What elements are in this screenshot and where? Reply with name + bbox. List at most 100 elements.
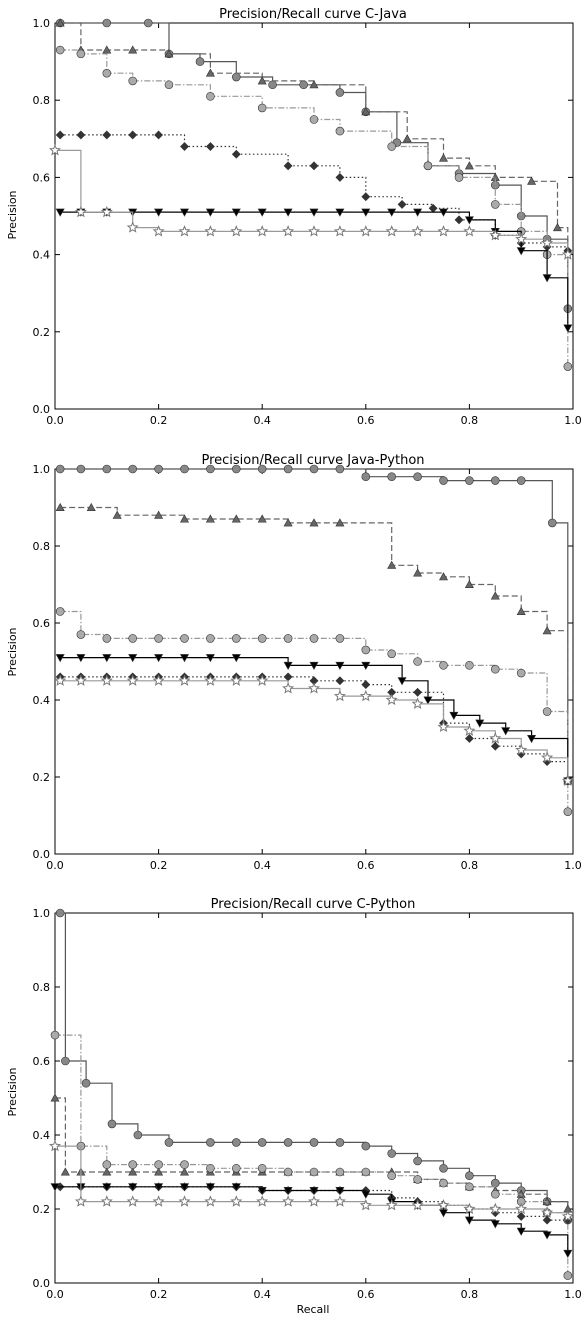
data-point-s4-p12 <box>361 1190 371 1199</box>
data-point-s4-p4 <box>154 654 164 663</box>
data-point-s4-p7 <box>231 1183 241 1192</box>
data-point-s4-p16 <box>464 216 474 225</box>
data-point-s2-p8 <box>257 1164 267 1173</box>
data-point-s0-p3 <box>128 464 137 474</box>
data-point-s5-p10 <box>308 1195 320 1207</box>
y-tick-label: 0.0 <box>33 1277 51 1290</box>
data-point-s3-p18 <box>516 1211 526 1221</box>
data-point-s4-p20 <box>563 324 573 333</box>
y-tick-label: 0.6 <box>33 617 51 630</box>
data-point-s2-p20 <box>563 1271 573 1280</box>
y-axis-label: Precision <box>6 627 19 676</box>
data-point-s0-p4 <box>195 57 205 66</box>
data-point-s2-p2 <box>102 634 112 643</box>
x-tick-label: 0.2 <box>150 1288 168 1301</box>
data-point-s2-p18 <box>516 668 526 678</box>
data-point-s5-p13 <box>385 1198 398 1211</box>
data-point-s5-p7 <box>230 225 243 237</box>
data-point-s3-p14 <box>413 687 423 697</box>
data-point-s3-p0 <box>55 130 65 140</box>
data-point-s0-p12 <box>361 1141 371 1151</box>
data-point-s5-p17 <box>489 1202 502 1215</box>
data-point-s5-p13 <box>385 693 398 706</box>
data-point-s2-p15 <box>563 362 573 371</box>
data-point-s1-p14 <box>464 579 474 589</box>
data-point-s2-p7 <box>309 115 319 124</box>
data-point-s2-p5 <box>206 92 215 101</box>
data-point-s4-p0 <box>55 654 65 663</box>
data-point-s3-p10 <box>335 172 345 182</box>
y-tick-label: 0.4 <box>33 249 51 262</box>
series-line-5 <box>55 1145 569 1217</box>
data-point-s5-p11 <box>333 689 346 702</box>
data-point-s1-p4 <box>164 49 174 58</box>
data-point-s2-p5 <box>180 1160 189 1169</box>
x-tick-label: 1.0 <box>564 859 582 872</box>
data-point-s5-p18 <box>515 1202 528 1215</box>
data-point-s5-p19 <box>541 751 554 763</box>
data-point-s2-p6 <box>206 634 215 643</box>
data-point-s4-p5 <box>179 1183 190 1192</box>
data-point-s5-p9 <box>282 225 295 237</box>
data-point-s2-p12 <box>361 645 371 655</box>
y-axis-label: Precision <box>6 1067 19 1116</box>
data-point-s4-p13 <box>387 208 397 217</box>
data-point-s1-p8 <box>361 107 371 116</box>
data-point-s0-p5 <box>232 72 241 82</box>
y-tick-label: 0.8 <box>33 540 51 553</box>
data-point-s0-p9 <box>283 464 293 474</box>
data-point-s0-p6 <box>206 464 215 474</box>
data-point-s5-p12 <box>359 225 372 237</box>
y-tick-label: 0.2 <box>33 1203 51 1216</box>
data-point-s2-p4 <box>164 80 174 90</box>
chart-title: Precision/Recall curve C-Python <box>211 897 416 912</box>
data-point-s0-p2 <box>143 18 153 28</box>
data-point-s5-p2 <box>100 1195 113 1207</box>
data-point-s0-p18 <box>516 476 526 485</box>
data-point-s4-p6 <box>205 654 215 663</box>
data-point-s2-p15 <box>439 1178 448 1188</box>
data-point-s4-p15 <box>475 719 485 728</box>
data-point-s5-p15 <box>437 720 450 733</box>
data-point-s3-p19 <box>542 1215 552 1225</box>
data-point-s4-p4 <box>154 208 164 217</box>
data-point-s5-p3 <box>126 221 139 233</box>
data-point-s2-p5 <box>180 634 189 643</box>
data-point-s2-p1 <box>76 49 86 59</box>
data-point-s2-p2 <box>102 68 112 78</box>
data-point-s4-p5 <box>179 654 190 663</box>
y-tick-label: 0.8 <box>33 94 51 107</box>
data-point-s5-p8 <box>256 674 269 686</box>
data-point-s5-p4 <box>152 674 165 686</box>
data-point-s1-p11 <box>387 560 397 569</box>
x-axis-label: Recall <box>297 1303 330 1316</box>
data-point-s5-p13 <box>385 225 398 237</box>
data-point-s0-p13 <box>387 472 397 482</box>
data-point-s5-p16 <box>463 1202 476 1215</box>
data-point-s5-p4 <box>152 1195 165 1207</box>
data-point-s1-p6 <box>257 76 267 85</box>
data-point-s3-p6 <box>205 142 215 151</box>
data-point-s2-p3 <box>128 1160 137 1169</box>
y-tick-label: 0.0 <box>33 848 51 861</box>
data-point-s0-p0 <box>55 908 65 918</box>
data-point-s1-p2 <box>112 510 122 519</box>
data-point-s1-p8 <box>283 518 293 527</box>
data-point-s0-p12 <box>361 472 371 482</box>
data-point-s1-p3 <box>128 45 138 54</box>
data-point-s4-p11 <box>335 208 345 217</box>
data-point-s5-p7 <box>230 674 243 686</box>
x-tick-label: 0.8 <box>461 414 479 427</box>
data-point-s2-p3 <box>128 76 137 86</box>
data-point-s5-p4 <box>152 225 165 237</box>
data-point-s4-p19 <box>542 274 552 283</box>
data-point-s2-p7 <box>232 1164 241 1173</box>
data-point-s0-p8 <box>257 464 267 474</box>
data-point-s2-p10 <box>423 161 433 171</box>
data-point-s3-p5 <box>180 142 189 151</box>
data-point-s1-p10 <box>438 153 449 162</box>
data-point-s0-p4 <box>154 464 163 474</box>
x-tick-label: 0.0 <box>46 1288 64 1301</box>
data-point-s0-p11 <box>335 1138 345 1147</box>
